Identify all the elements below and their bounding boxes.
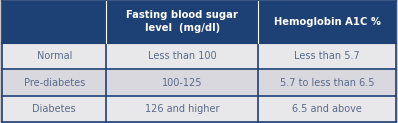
Text: 100-125: 100-125 [162, 77, 203, 87]
Bar [2, 43, 106, 69]
Bar [258, 69, 396, 96]
Text: 126 and higher: 126 and higher [145, 104, 220, 114]
Bar [258, 96, 396, 122]
Text: Hemoglobin A1C %: Hemoglobin A1C % [273, 17, 380, 27]
Bar [106, 43, 258, 69]
Text: Less than 100: Less than 100 [148, 51, 217, 61]
Bar [258, 43, 396, 69]
Bar [106, 69, 258, 96]
Bar [2, 1, 106, 43]
Text: Less than 5.7: Less than 5.7 [294, 51, 360, 61]
Text: 5.7 to less than 6.5: 5.7 to less than 6.5 [280, 77, 374, 87]
Text: Pre-diabetes: Pre-diabetes [23, 77, 85, 87]
Bar [106, 96, 258, 122]
Text: Fasting blood sugar
level  (mg/dl): Fasting blood sugar level (mg/dl) [126, 10, 238, 33]
Bar [2, 96, 106, 122]
Bar [258, 1, 396, 43]
Text: 6.5 and above: 6.5 and above [292, 104, 362, 114]
Bar [106, 1, 258, 43]
Text: Normal: Normal [37, 51, 72, 61]
Text: Diabetes: Diabetes [32, 104, 76, 114]
Bar [2, 69, 106, 96]
